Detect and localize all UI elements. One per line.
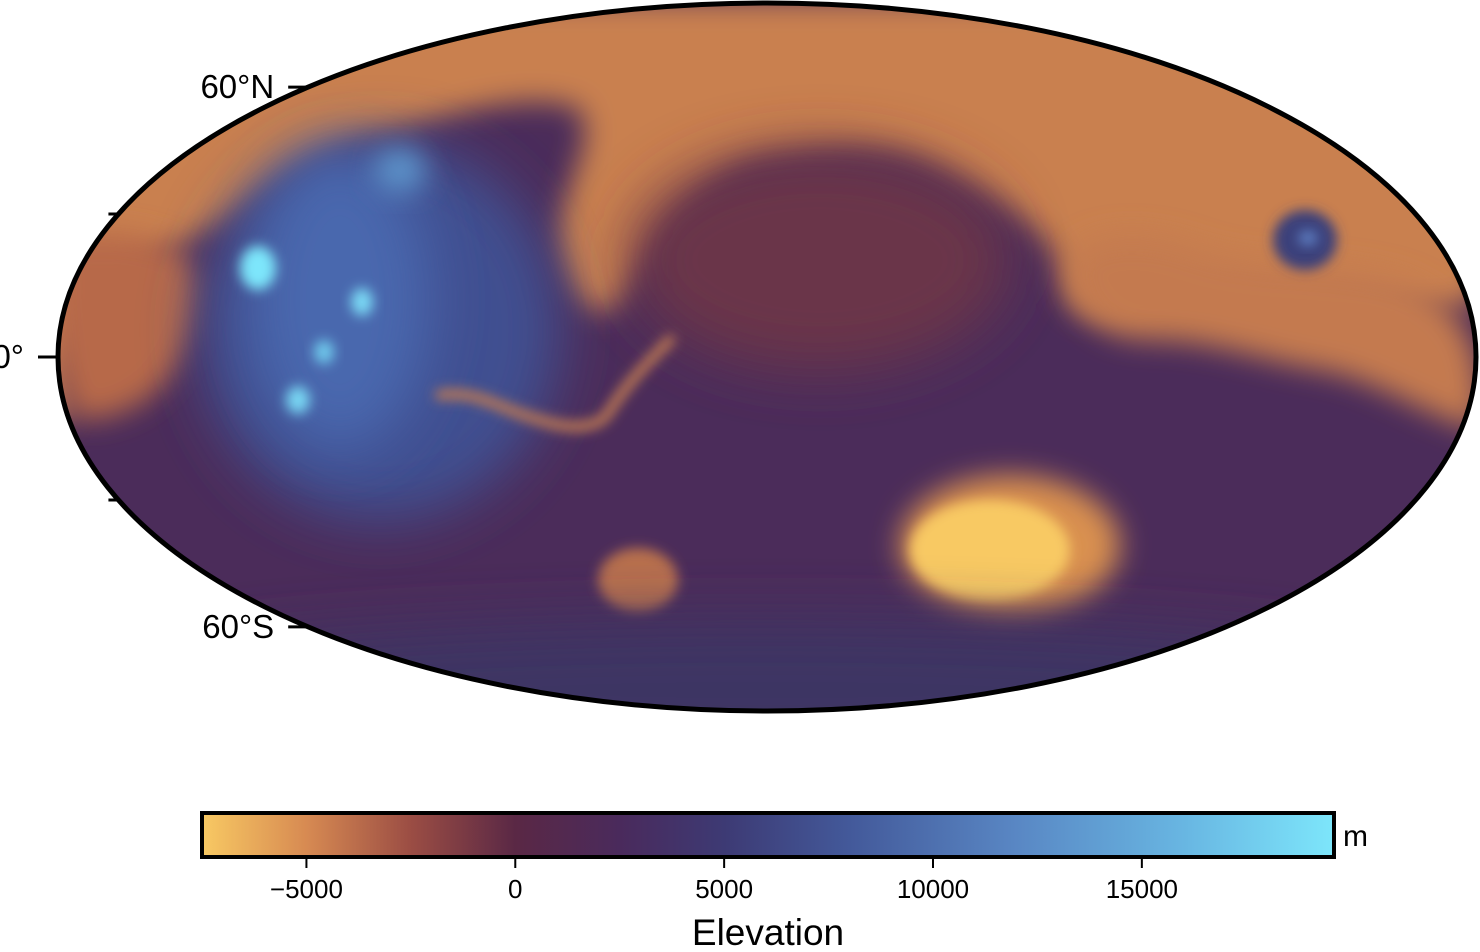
impact-basin: [910, 500, 1070, 600]
volcano-peak: [351, 288, 373, 316]
colorbar-tick-label: 10000: [897, 874, 969, 904]
volcano-peak: [374, 148, 426, 192]
eastern-highland-region: [1070, 236, 1476, 430]
southern-highlands: [67, 620, 1467, 711]
impact-basin: [598, 548, 678, 612]
colorbar: m −5000 0 5000 10000 15000 Elevation: [200, 811, 1368, 952]
volcano-peak: [240, 246, 276, 290]
canyon-system: [435, 335, 675, 432]
latitude-axis: 60°N 0° 60°S: [0, 68, 309, 645]
volcano-peak: [1298, 230, 1318, 246]
latitude-label: 60°N: [200, 68, 274, 105]
colorbar-title: Elevation: [692, 912, 844, 952]
volcano-peak: [314, 340, 334, 364]
elevation-map: [58, 3, 1476, 711]
colorbar-tick-label: −5000: [270, 874, 343, 904]
central-dark-band: [630, 150, 1010, 370]
western-limb-region: [58, 233, 199, 420]
volcano-peak: [286, 386, 310, 414]
latitude-label: 0°: [0, 338, 24, 375]
colorbar-ticks: −5000 0 5000 10000 15000: [270, 857, 1178, 904]
western-plateau-core: [250, 150, 430, 450]
latitude-label: 60°S: [202, 608, 274, 645]
colorbar-tick-label: 15000: [1106, 874, 1178, 904]
colorbar-unit: m: [1343, 820, 1368, 853]
colorbar-tick-label: 5000: [695, 874, 753, 904]
colorbar-tick-label: 0: [508, 874, 522, 904]
colorbar-gradient: [200, 811, 1336, 859]
